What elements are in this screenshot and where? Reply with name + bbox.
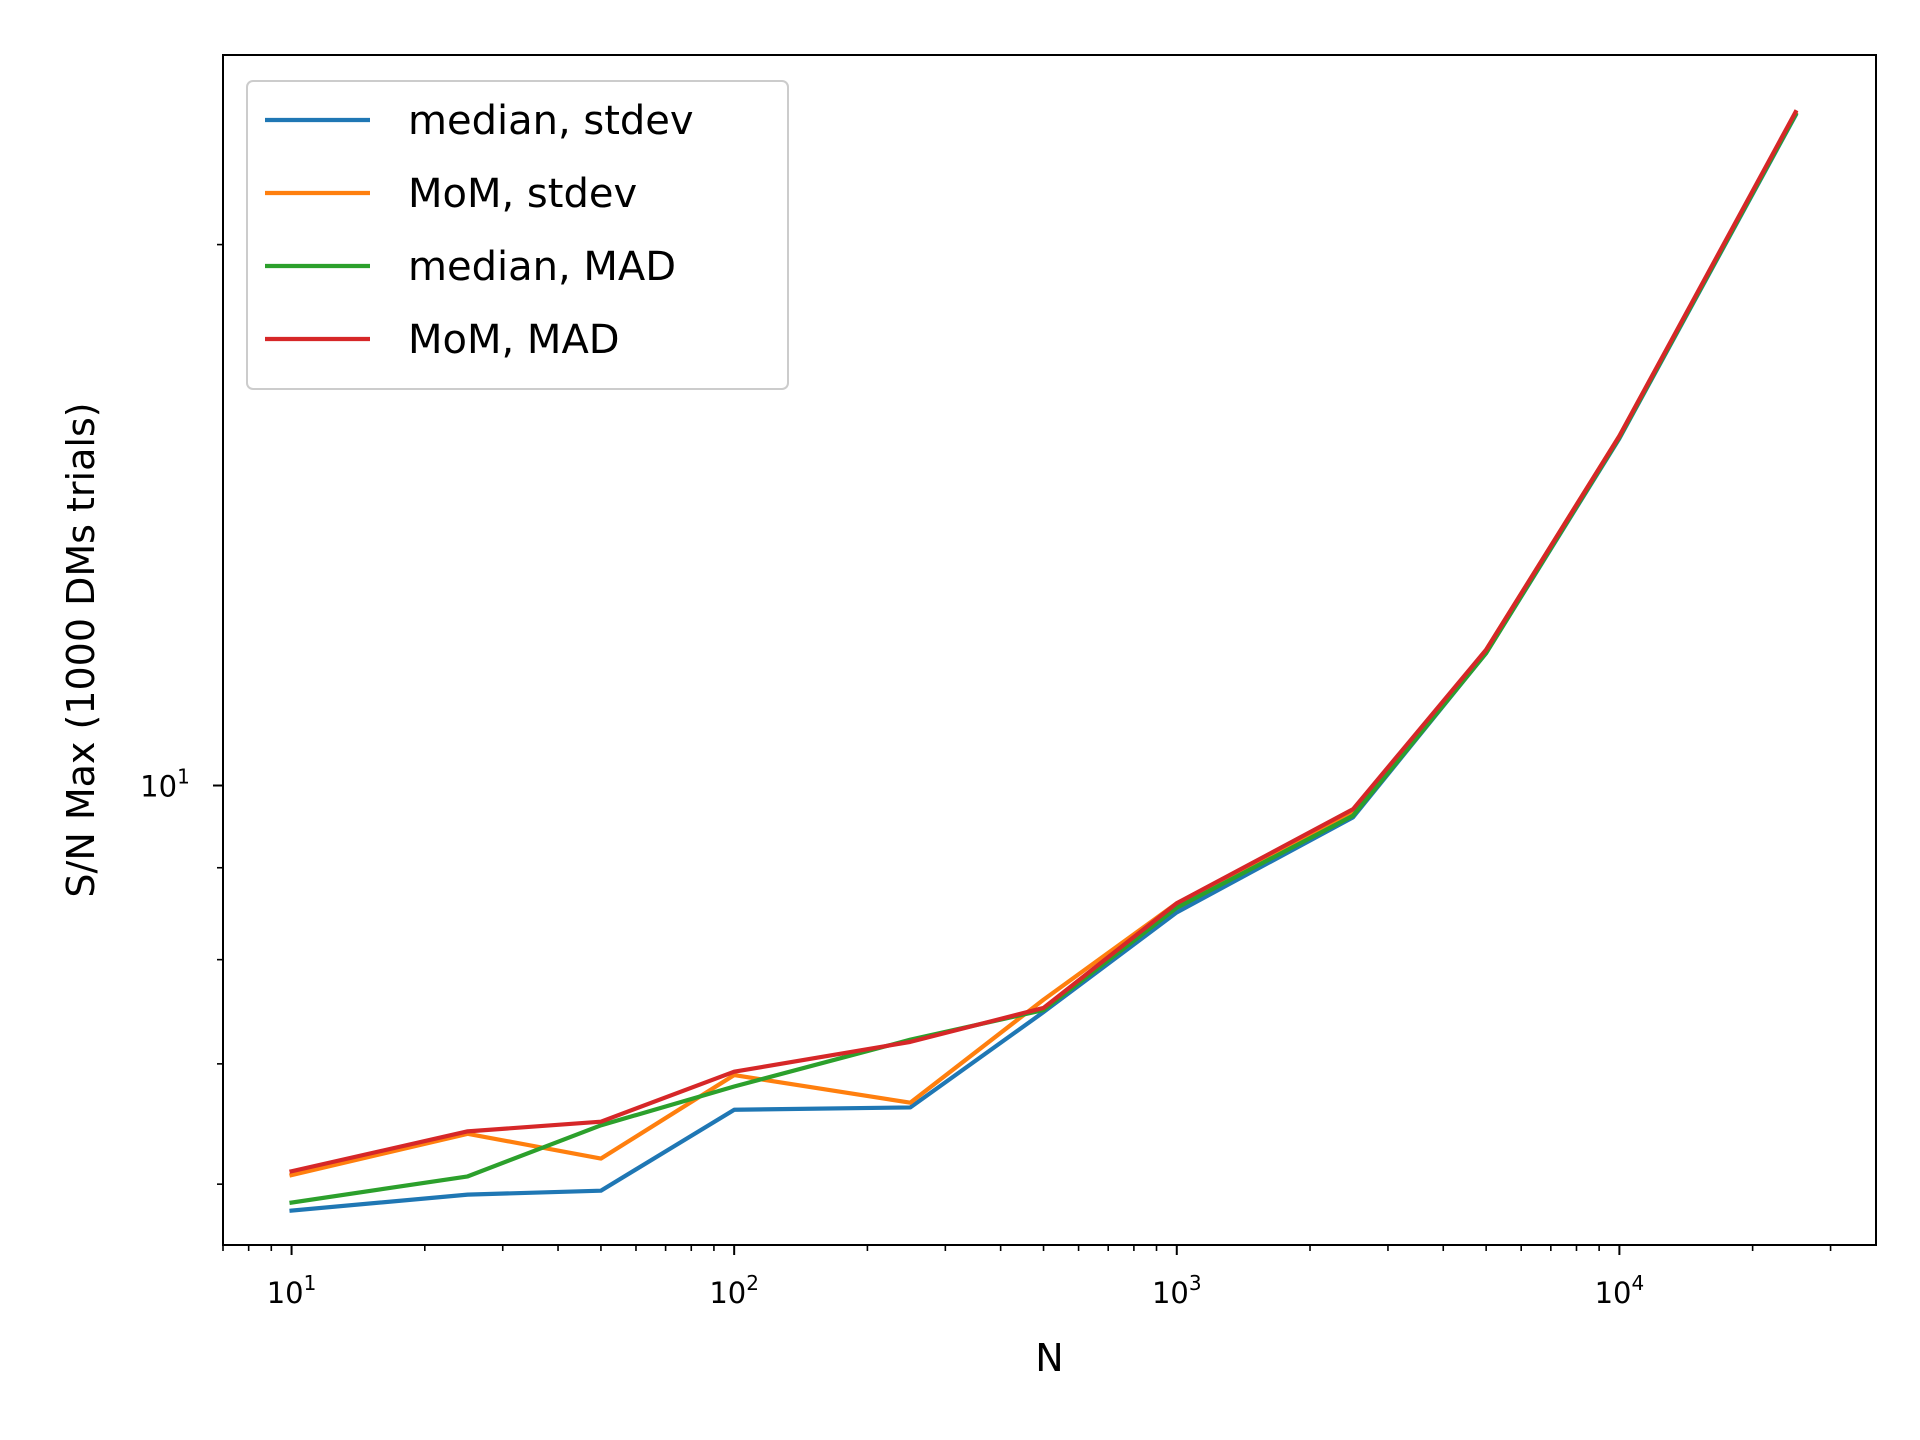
x-axis: 101 102 103 104 [222, 1245, 1832, 1310]
x-axis-title: N [1035, 1336, 1063, 1380]
legend-label: median, stdev [408, 98, 694, 144]
x-tick-label: 103 [1152, 1271, 1202, 1310]
legend-label: MoM, stdev [408, 171, 637, 217]
legend-label: median, MAD [408, 244, 676, 290]
plot-frame [222, 54, 1877, 1246]
series-line-4 [289, 109, 1799, 1174]
x-tick-label: 102 [709, 1271, 759, 1310]
x-tick-label: 104 [1595, 1271, 1645, 1310]
legend-label: MoM, MAD [408, 317, 620, 363]
x-tick-label: 101 [267, 1271, 317, 1310]
y-axis: 101 [140, 243, 223, 1185]
legend: median, stdev MoM, stdev median, MAD MoM, M… [246, 80, 789, 390]
y-axis-title: S/N Max (1000 DMs trials) [59, 402, 103, 897]
series-layer [289, 109, 1799, 1213]
legend-box [246, 80, 789, 390]
y-tick-label: 101 [140, 765, 190, 804]
